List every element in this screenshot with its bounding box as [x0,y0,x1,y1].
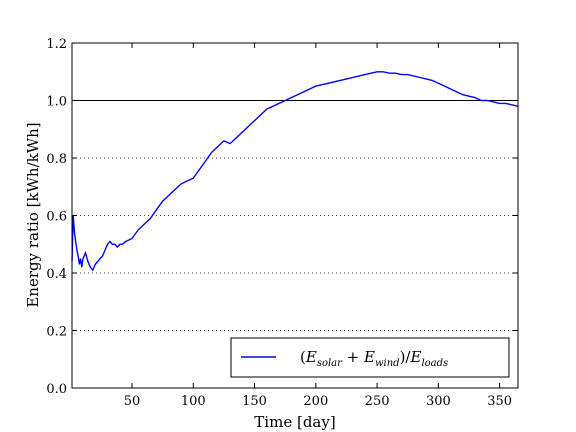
x-tick-label: 300 [426,394,451,409]
x-tick-label: 200 [303,394,328,409]
y-tick-label: 0.0 [46,382,67,397]
y-tick-label: 0.6 [46,210,67,225]
series-line [71,71,519,272]
x-tick-label: 350 [487,394,512,409]
y-tick-label: 0.8 [46,152,67,167]
y-axis-ticks: 0.0 0.2 0.4 0.6 0.8 1.0 1.2 [46,37,518,397]
legend-entry-label: (Esolar + Ewind)/Eloads [300,348,448,369]
y-tick-label: 1.2 [46,37,67,52]
y-axis-label: Energy ratio [kWh/kWh] [24,122,42,307]
y-tick-label: 1.0 [46,95,67,110]
legend: (Esolar + Ewind)/Eloads [230,337,510,378]
x-tick-label: 100 [181,394,206,409]
x-tick-label: 150 [242,394,267,409]
legend-box [230,337,510,378]
y-tick-label: 0.4 [46,267,67,282]
x-axis-label: Time [day] [254,413,335,431]
x-axis-ticks: 50 100 150 200 250 300 350 [124,43,512,409]
y-tick-label: 0.2 [46,325,67,340]
plot-area [72,43,518,388]
x-tick-label: 50 [124,394,141,409]
x-tick-label: 250 [365,394,390,409]
